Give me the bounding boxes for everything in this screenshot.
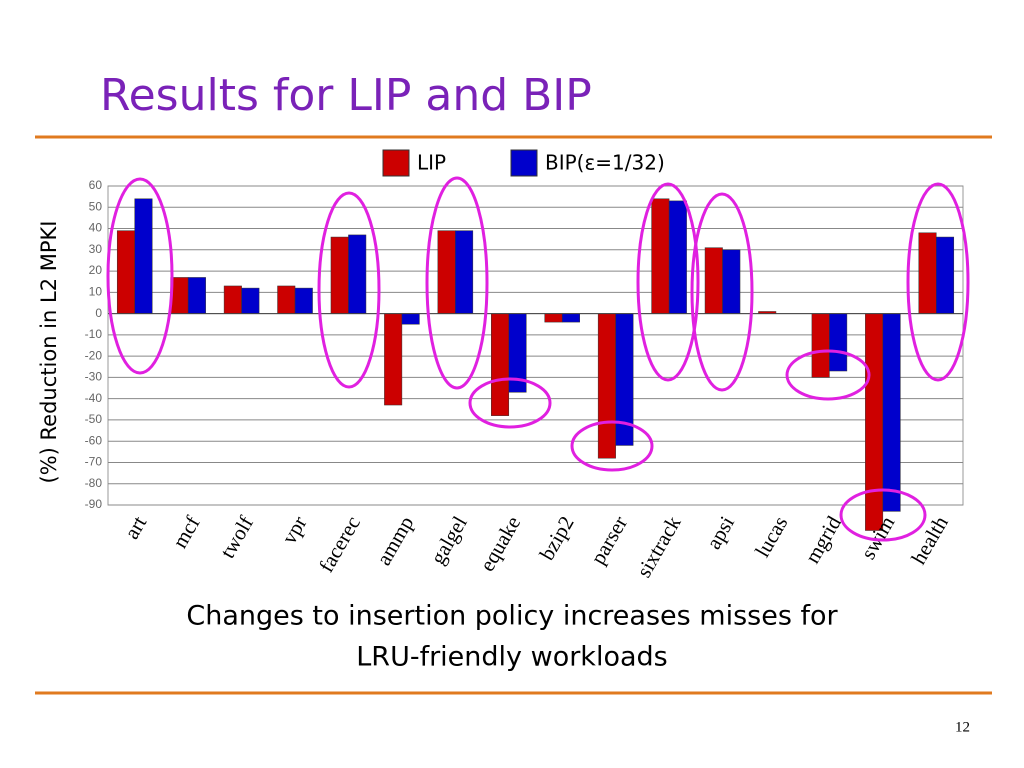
y-tick-label: -30 (85, 370, 103, 384)
bar (918, 232, 937, 314)
x-tick-label: health (906, 511, 953, 568)
x-tick-label: sixtrack (632, 511, 686, 581)
y-tick-label: -10 (85, 327, 103, 341)
bar (491, 313, 510, 416)
bar (561, 313, 580, 323)
bar (651, 198, 670, 314)
y-tick-label: 10 (89, 285, 103, 299)
x-tick-label: bzip2 (535, 512, 579, 564)
x-tick-label: parser (586, 512, 632, 568)
x-tick-label: mgrid (800, 511, 846, 567)
y-tick-label: -70 (85, 455, 103, 469)
bar (882, 313, 901, 512)
bar (668, 200, 687, 314)
x-tick-label: apsi (701, 512, 739, 553)
y-tick-label: 40 (89, 221, 103, 235)
bar (223, 285, 242, 314)
y-tick-label: 20 (89, 263, 103, 277)
y-tick-label: 0 (95, 306, 102, 320)
legend-swatch (382, 149, 410, 177)
x-tick-label: equake (475, 512, 526, 576)
bar (330, 236, 349, 314)
x-tick-label: lucas (750, 512, 792, 561)
y-tick-label: -20 (85, 348, 103, 362)
y-tick-label: -80 (85, 476, 103, 490)
y-tick-label: -90 (85, 497, 103, 511)
highlight-ellipse (636, 182, 700, 382)
bar (811, 313, 830, 378)
y-tick-label: 60 (89, 178, 103, 192)
x-tick-label: mcf (168, 512, 205, 552)
y-tick-label: 50 (89, 199, 103, 213)
caption: LRU-friendly workloads (356, 642, 667, 673)
y-tick-label: 30 (89, 242, 103, 256)
x-tick-label: twolf (215, 512, 258, 562)
highlight-ellipse (570, 420, 654, 472)
x-tick-label: ammp (371, 512, 418, 569)
y-tick-label: -60 (85, 433, 103, 447)
highlight-ellipse (906, 182, 970, 382)
page-number: 12 (955, 719, 970, 735)
bar (384, 313, 403, 406)
bar (401, 313, 420, 325)
bar (865, 313, 884, 531)
x-tick-label: art (119, 512, 151, 543)
y-axis-label: (%) Reduction in L2 MPKI (37, 221, 61, 484)
bar (187, 277, 206, 314)
legend-label: BIP(ε=1/32) (545, 151, 665, 175)
bar (437, 230, 456, 314)
legend-swatch (510, 149, 538, 177)
highlight-ellipse (785, 349, 871, 401)
caption: Changes to insertion policy increases mi… (186, 601, 838, 632)
bar (829, 313, 848, 372)
bar (544, 313, 563, 323)
bar (348, 234, 367, 314)
y-tick-label: -40 (85, 391, 103, 405)
bar (722, 249, 741, 314)
highlight-ellipse (317, 191, 381, 389)
x-tick-label: vpr (277, 512, 312, 548)
highlights (106, 176, 970, 542)
highlight-ellipse (690, 192, 754, 392)
highlight-ellipse (425, 176, 489, 390)
legend-label: LIP (417, 151, 446, 175)
highlight-ellipse (106, 177, 174, 375)
bar (294, 287, 313, 314)
highlight-ellipse (468, 377, 552, 429)
bar (936, 236, 955, 314)
bar (455, 230, 474, 314)
x-tick-label: galgel (425, 512, 472, 569)
bar (704, 247, 723, 314)
y-tick-label: -50 (85, 412, 103, 426)
bar (277, 285, 296, 314)
slide-title: Results for LIP and BIP (100, 70, 592, 121)
bar (134, 198, 153, 314)
bar (597, 313, 616, 459)
bar (241, 287, 260, 314)
plot: 60 50 40 30 20 10 0 -10 -20 -30 -40 -50 -60 -70 -80 -90… (85, 178, 964, 581)
bar (116, 230, 135, 314)
x-tick-label: facerec (314, 512, 365, 576)
highlight-ellipse (839, 488, 927, 542)
